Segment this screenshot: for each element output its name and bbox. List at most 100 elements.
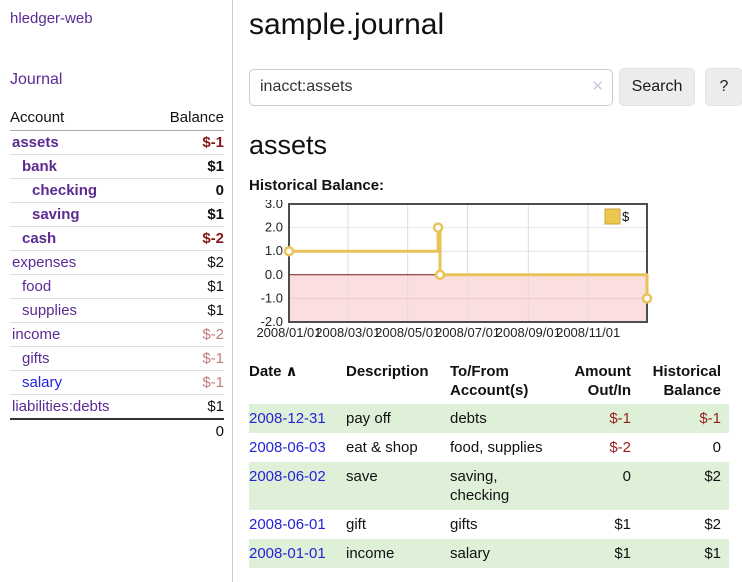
transaction-date-link[interactable]: 2008-01-01	[249, 539, 346, 568]
account-link[interactable]: supplies	[22, 302, 78, 319]
transaction-date-link[interactable]: 2008-12-31	[249, 410, 326, 427]
transaction-balance: $2	[704, 468, 721, 485]
accounts-table: Account Balance assets $-1 bank $1 checking 0…	[10, 107, 224, 443]
register-table: Date ∧ Description To/From Account(s) Amount O…	[249, 358, 729, 568]
account-link[interactable]: income	[12, 326, 61, 343]
register-header-tofrom: To/From Account(s)	[450, 363, 529, 399]
svg-text:2008/03/01: 2008/03/01	[315, 325, 380, 340]
account-link[interactable]: assets	[12, 134, 59, 151]
register-row: 2008-06-03 eat & shop food, supplies $-2 0	[249, 433, 729, 462]
account-balance: $1	[148, 202, 224, 227]
transaction-accounts: food, supplies	[450, 439, 543, 456]
transaction-date-link[interactable]: 2008-06-01	[249, 510, 346, 539]
transaction-amount: 0	[622, 468, 631, 485]
account-row: saving $1	[10, 202, 224, 227]
search-input[interactable]	[249, 68, 613, 106]
transaction-date-link[interactable]: 2008-06-02	[249, 462, 346, 510]
page-title: sample.journal	[249, 8, 445, 41]
search-form: ✕ Search ?	[249, 68, 742, 106]
transaction-description: pay off	[346, 410, 391, 427]
account-row: bank $1	[10, 154, 224, 179]
register-row: 2008-06-01 gift gifts $1 $2	[249, 510, 729, 539]
transaction-balance: 0	[712, 439, 721, 456]
account-balance: $2	[148, 250, 224, 275]
transaction-date-link[interactable]: 2008-06-03	[249, 433, 346, 462]
account-row: expenses $2	[10, 250, 224, 275]
transaction-balance: $-1	[699, 410, 721, 427]
transaction-date-link[interactable]: 2008-06-01	[249, 516, 326, 533]
transaction-amount: $-2	[609, 439, 631, 456]
transaction-date-link[interactable]: 2008-12-31	[249, 404, 346, 433]
historical-balance-chart: 2008/01/01 2008/03/01 2008/05/01 2008/07/01…	[249, 196, 742, 348]
account-row: assets $-1	[10, 130, 224, 155]
account-balance: 0	[148, 178, 224, 203]
transaction-amount: $-1	[609, 410, 631, 427]
account-link[interactable]: bank	[22, 158, 58, 175]
main-content: sample.journal ✕ Search ? assets Histori…	[233, 0, 742, 582]
account-link[interactable]: expenses	[12, 254, 77, 271]
chart-title: Historical Balance:	[249, 177, 385, 194]
transaction-date-link[interactable]: 2008-01-01	[249, 545, 326, 562]
register-header-amount: Amount Out/In	[574, 363, 631, 399]
accounts-total-row: 0	[10, 418, 224, 443]
register-row: 2008-06-02 save saving, checking 0 $2	[249, 462, 729, 510]
transaction-accounts: debts	[450, 410, 487, 427]
account-balance: $-1	[148, 346, 224, 371]
accounts-header-account: Account	[10, 107, 149, 131]
svg-text:$: $	[622, 209, 630, 224]
account-link[interactable]: gifts	[22, 350, 50, 367]
transaction-date-link[interactable]: 2008-06-03	[249, 439, 326, 456]
svg-text:-1.0: -1.0	[261, 290, 283, 305]
account-row: checking 0	[10, 178, 224, 203]
account-link[interactable]: cash	[22, 230, 57, 247]
account-row: supplies $1	[10, 298, 224, 323]
sidebar-item-journal[interactable]: Journal	[10, 71, 63, 88]
account-row: cash $-2	[10, 226, 224, 251]
register-table-header: Date ∧ Description To/From Account(s) Amount O…	[249, 358, 729, 404]
account-row: income $-2	[10, 322, 224, 347]
account-link[interactable]: salary	[22, 374, 63, 391]
transaction-amount: $1	[614, 545, 631, 562]
help-button[interactable]: ?	[705, 68, 742, 106]
brand-link[interactable]: hledger-web	[10, 10, 93, 27]
svg-text:2008/05/01: 2008/05/01	[375, 325, 440, 340]
transaction-description: gift	[346, 516, 367, 533]
register-header-description: Description	[346, 363, 429, 380]
svg-text:-2.0: -2.0	[261, 314, 283, 329]
svg-text:2008/01/01: 2008/01/01	[256, 325, 321, 340]
transaction-balance: $2	[704, 516, 721, 533]
account-balance: $-1	[148, 370, 224, 395]
transaction-description: income	[346, 545, 395, 562]
register-header-historical: Historical Balance	[652, 363, 721, 399]
account-balance: $1	[148, 274, 224, 299]
svg-text:2008/11/01: 2008/11/01	[556, 325, 620, 340]
search-input-wrap: ✕	[249, 68, 613, 106]
sort-asc-icon[interactable]: ∧	[285, 363, 298, 380]
svg-text:2.0: 2.0	[265, 220, 283, 235]
svg-text:0.0: 0.0	[265, 267, 283, 282]
account-balance: $-2	[148, 322, 224, 347]
accounts-header-balance: Balance	[148, 107, 224, 131]
svg-text:2008/09/01: 2008/09/01	[496, 325, 561, 340]
account-balance: $1	[148, 298, 224, 323]
transaction-date-link[interactable]: 2008-06-02	[249, 468, 326, 485]
account-link[interactable]: liabilities:debts	[12, 398, 110, 415]
svg-text:3.0: 3.0	[265, 200, 283, 211]
search-button[interactable]: Search	[619, 68, 695, 106]
transaction-accounts: gifts	[450, 516, 478, 533]
accounts-total-value: 0	[148, 418, 224, 443]
svg-text:2008/07/01: 2008/07/01	[435, 325, 500, 340]
transaction-amount: $1	[614, 516, 631, 533]
transaction-description: save	[346, 468, 378, 485]
transaction-accounts: salary	[450, 545, 491, 562]
account-balance: $1	[148, 394, 224, 420]
sidebar: hledger-web Journal Account Balance asse…	[0, 0, 233, 582]
register-header-date[interactable]: Date ∧	[249, 363, 298, 380]
account-link[interactable]: saving	[32, 206, 80, 223]
account-link[interactable]: checking	[32, 182, 98, 199]
transaction-description: eat & shop	[346, 439, 418, 456]
clear-search-icon[interactable]: ✕	[591, 77, 604, 95]
chart-svg: 2008/01/012008/03/012008/05/012008/07/01…	[256, 196, 653, 340]
account-link[interactable]: food	[22, 278, 52, 295]
transaction-balance: $1	[704, 545, 721, 562]
